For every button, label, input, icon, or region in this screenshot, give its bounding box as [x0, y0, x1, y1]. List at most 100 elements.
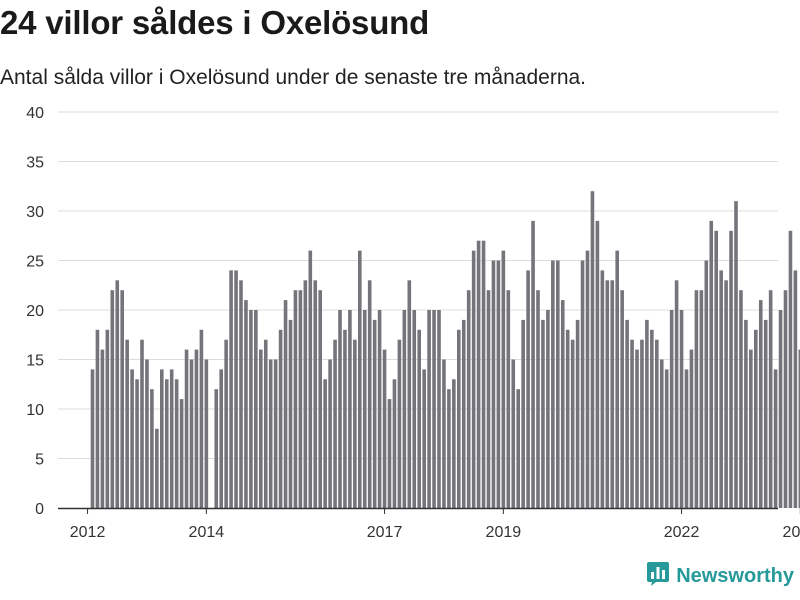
- bar: [110, 290, 115, 508]
- bar: [442, 359, 446, 508]
- bar: [278, 329, 283, 508]
- bar: [674, 280, 679, 508]
- y-tick-label: 40: [26, 105, 44, 122]
- bar: [575, 319, 580, 508]
- y-tick-label: 20: [26, 303, 44, 320]
- bar: [189, 359, 194, 508]
- bar: [749, 349, 753, 508]
- bar: [605, 280, 610, 508]
- bar: [358, 250, 362, 508]
- bar: [679, 310, 684, 508]
- bar: [758, 300, 763, 508]
- bar: [377, 310, 382, 508]
- bar: [531, 220, 535, 508]
- bar: [343, 329, 347, 508]
- bar: [630, 339, 634, 508]
- bar: [650, 329, 654, 508]
- bar: [160, 369, 164, 508]
- bar: [585, 250, 590, 508]
- bar: [362, 310, 367, 508]
- bar: [417, 329, 421, 508]
- bar: [496, 260, 501, 508]
- bar: [506, 290, 511, 508]
- bar: [486, 290, 491, 508]
- y-tick-label: 35: [26, 155, 44, 172]
- bar: [754, 329, 758, 508]
- bar: [120, 290, 124, 508]
- bar: [476, 240, 481, 508]
- x-tick-label: 2022: [664, 524, 700, 541]
- bar: [729, 230, 733, 509]
- bar: [501, 250, 506, 508]
- bar: [778, 310, 783, 508]
- bar: [457, 329, 461, 508]
- bar: [481, 240, 486, 508]
- y-tick-label: 10: [26, 402, 44, 419]
- bar: [259, 349, 263, 508]
- bar: [318, 290, 322, 508]
- bar: [744, 319, 748, 508]
- bar: [412, 310, 417, 508]
- bar: [734, 201, 738, 508]
- bar: [100, 349, 105, 508]
- bar: [610, 280, 615, 508]
- y-tick-label: 0: [35, 501, 44, 518]
- bar: [560, 300, 565, 508]
- bar: [684, 369, 689, 508]
- bar: [427, 310, 431, 508]
- bar: [570, 339, 575, 508]
- bar: [437, 310, 441, 508]
- y-tick-label: 25: [26, 254, 44, 271]
- bar: [422, 369, 426, 508]
- bar: [719, 270, 723, 508]
- newsworthy-logo: Newsworthy: [646, 561, 794, 592]
- bar: [511, 359, 516, 508]
- bar: [169, 369, 174, 508]
- bar: [407, 280, 412, 508]
- bar: [699, 290, 704, 508]
- bar: [328, 359, 332, 508]
- bar: [244, 300, 248, 508]
- bar: [283, 300, 288, 508]
- bar: [565, 329, 570, 508]
- bar: [130, 369, 134, 508]
- bar: [516, 389, 520, 508]
- bar: [353, 339, 357, 508]
- bar: [724, 280, 728, 508]
- bar: [323, 379, 327, 508]
- brand-name: Newsworthy: [676, 565, 794, 587]
- bar: [150, 389, 154, 508]
- bar: [793, 270, 798, 508]
- bar: [773, 369, 778, 508]
- bar: [590, 191, 595, 508]
- bar: [125, 339, 129, 508]
- bar: [471, 250, 476, 508]
- bar: [620, 290, 624, 508]
- bar: [214, 389, 219, 508]
- bar: [263, 339, 268, 508]
- bar: [204, 359, 209, 508]
- bar: [184, 349, 189, 508]
- bar: [798, 349, 800, 508]
- y-tick-label: 30: [26, 204, 44, 221]
- bar: [491, 260, 496, 508]
- bar: [174, 379, 179, 508]
- x-tick-label: 2024: [783, 524, 800, 541]
- bar: [402, 310, 407, 508]
- bar: [466, 290, 471, 508]
- y-tick-label: 15: [26, 353, 44, 370]
- bar: [229, 270, 233, 508]
- bar: [155, 428, 159, 508]
- x-tick-label: 2017: [367, 524, 403, 541]
- bar: [556, 260, 560, 508]
- bar: [447, 389, 451, 508]
- bar-chart-logo-icon: [646, 561, 670, 592]
- bar: [461, 319, 466, 508]
- bar: [669, 310, 674, 508]
- bar: [115, 280, 120, 508]
- x-tick-label: 2019: [486, 524, 522, 541]
- bar: [367, 280, 372, 508]
- bar: [164, 379, 169, 508]
- bar: [293, 290, 298, 508]
